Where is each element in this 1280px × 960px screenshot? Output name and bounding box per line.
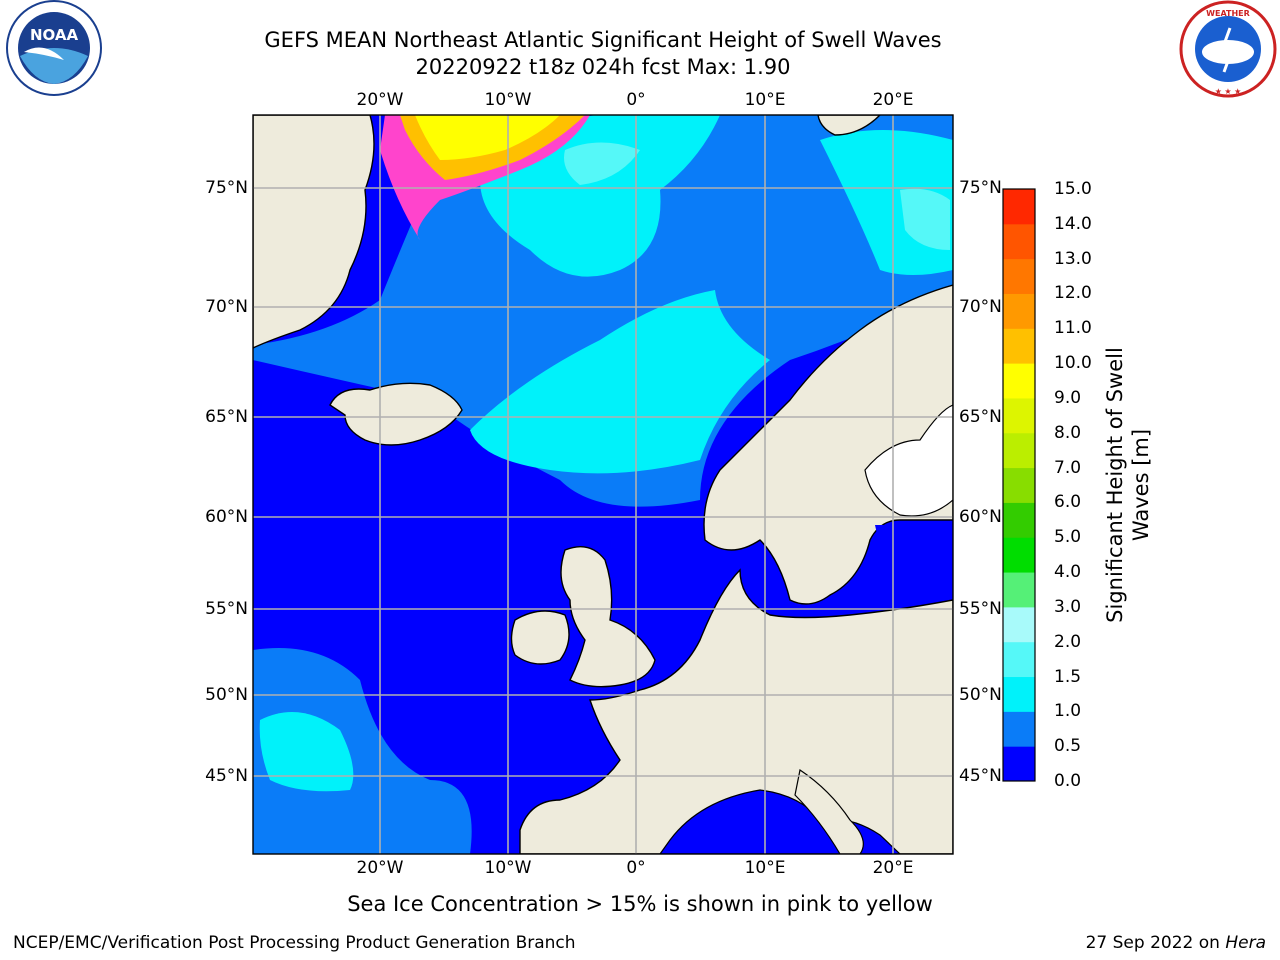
- footer-date: 27 Sep 2022 on Hera: [1086, 933, 1266, 953]
- colorbar-tick: 4.0: [1054, 562, 1082, 582]
- lat-label-right: 55°N: [959, 599, 1002, 619]
- chart-title: GEFS MEAN Northeast Atlantic Significant…: [264, 28, 942, 52]
- lon-label-bottom: 20°W: [356, 858, 404, 878]
- lat-label-left: 45°N: [205, 766, 248, 786]
- lon-label-top: 10°E: [744, 90, 786, 110]
- lat-label-right: 65°N: [959, 407, 1002, 427]
- colorbar-segment: [1003, 328, 1035, 364]
- colorbar-segment: [1003, 676, 1035, 712]
- colorbar-segment: [1003, 363, 1035, 399]
- colorbar-tick: 0.0: [1054, 771, 1082, 791]
- nws-logo: WEATHER ★ ★ ★: [1178, 0, 1278, 100]
- lat-label-left: 50°N: [205, 685, 248, 705]
- lat-label-left: 70°N: [205, 297, 248, 317]
- colorbar-segment: [1003, 258, 1035, 294]
- colorbar-tick: 0.5: [1054, 736, 1082, 756]
- colorbar-segment: [1003, 502, 1035, 538]
- lat-label-right: 45°N: [959, 766, 1002, 786]
- colorbar-segment: [1003, 537, 1035, 573]
- lon-label-bottom: 0°: [626, 858, 646, 878]
- scandinavia-land: [703, 284, 953, 605]
- lon-label-bottom: 10°W: [484, 858, 532, 878]
- colorbar-tick: 9.0: [1054, 388, 1082, 408]
- colorbar-tick: 1.0: [1054, 701, 1082, 721]
- lat-label-right: 60°N: [959, 507, 1002, 527]
- colorbar-tick: 12.0: [1054, 283, 1092, 303]
- colorbar-segment: [1003, 293, 1035, 329]
- colorbar-tick: 14.0: [1054, 214, 1092, 234]
- chart-subtitle: 20220922 t18z 024h fcst Max: 1.90: [415, 55, 791, 79]
- lon-label-top: 10°W: [484, 90, 532, 110]
- colorbar-tick: 5.0: [1054, 527, 1082, 547]
- footer-credit: NCEP/EMC/Verification Post Processing Pr…: [13, 933, 576, 953]
- lat-label-right: 75°N: [959, 178, 1002, 198]
- lat-label-right: 50°N: [959, 685, 1002, 705]
- colorbar-label: Significant Height of Swell Waves [m]: [1103, 347, 1153, 623]
- colorbar-segment: [1003, 467, 1035, 503]
- colorbar-segment: [1003, 711, 1035, 747]
- svg-text:WEATHER: WEATHER: [1206, 9, 1250, 18]
- ireland-land: [510, 610, 570, 665]
- colorbar-segment: [1003, 572, 1035, 608]
- colorbar-segment: [1003, 189, 1035, 225]
- lat-label-left: 60°N: [205, 507, 248, 527]
- lat-label-left: 75°N: [205, 178, 248, 198]
- greenland-land: [253, 115, 375, 349]
- colorbar-segment: [1003, 606, 1035, 643]
- colorbar-segment: [1003, 641, 1035, 678]
- colorbar-segment: [1003, 223, 1035, 260]
- footer-host: Hera: [1225, 933, 1266, 953]
- colorbar-tick: 2.0: [1054, 632, 1082, 652]
- colorbar: [1002, 188, 1036, 782]
- map-frame: [252, 114, 954, 855]
- sea-ice-note: Sea Ice Concentration > 15% is shown in …: [347, 892, 933, 916]
- footer-date-text: 27 Sep 2022 on: [1085, 933, 1226, 953]
- colorbar-ticks: 15.0 14.0 13.0 12.0 11.0 10.0 9.0 8.0 7.…: [1048, 178, 1108, 791]
- colorbar-tick: 10.0: [1054, 353, 1092, 373]
- lon-label-bottom: 10°E: [744, 858, 786, 878]
- colorbar-segment: [1003, 397, 1035, 434]
- colorbar-tick: 1.5: [1054, 667, 1082, 687]
- colorbar-tick: 13.0: [1054, 249, 1092, 269]
- lon-label-top: 0°: [626, 90, 646, 110]
- colorbar-segment: [1003, 746, 1035, 782]
- graticule: [253, 115, 953, 854]
- noaa-logo-text: NOAA: [30, 26, 79, 44]
- colorbar-tick: 7.0: [1054, 458, 1082, 478]
- lat-label-left: 55°N: [205, 599, 248, 619]
- colorbar-tick: 8.0: [1054, 423, 1082, 443]
- colorbar-tick: 6.0: [1054, 492, 1082, 512]
- noaa-logo: NOAA: [4, 0, 104, 100]
- lon-label-top: 20°E: [872, 90, 914, 110]
- colorbar-tick: 15.0: [1054, 179, 1092, 199]
- europe-land: [519, 568, 953, 854]
- svg-text:★ ★ ★: ★ ★ ★: [1215, 87, 1242, 96]
- colorbar-segment: [1003, 432, 1035, 469]
- lon-label-bottom: 20°E: [872, 858, 914, 878]
- lat-label-right: 70°N: [959, 297, 1002, 317]
- lon-label-top: 20°W: [356, 90, 404, 110]
- lat-label-left: 65°N: [205, 407, 248, 427]
- great-britain-land: [560, 546, 656, 688]
- iceland-land: [329, 382, 463, 446]
- colorbar-tick: 3.0: [1054, 597, 1082, 617]
- colorbar-tick: 11.0: [1054, 318, 1092, 338]
